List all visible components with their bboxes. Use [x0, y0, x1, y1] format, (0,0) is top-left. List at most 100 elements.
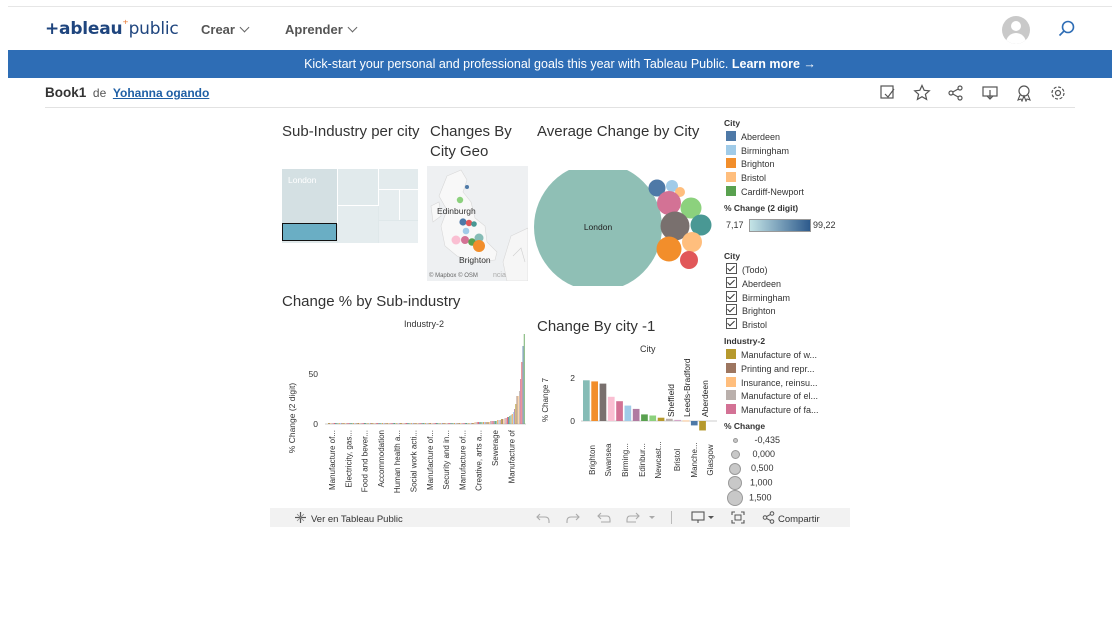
subindustry-bar[interactable] — [487, 422, 489, 424]
subindustry-bar[interactable] — [336, 423, 338, 424]
subindustry-bar[interactable] — [349, 423, 351, 424]
subindustry-bar[interactable] — [514, 409, 516, 424]
subindustry-bar[interactable] — [362, 423, 364, 424]
avatar[interactable] — [1002, 16, 1030, 44]
subindustry-bar[interactable] — [427, 423, 429, 424]
legend-industry-item[interactable]: Printing and repr... — [726, 362, 815, 375]
subindustry-bar[interactable] — [383, 423, 385, 424]
subindustry-bar[interactable] — [430, 423, 431, 424]
subindustry-bar[interactable] — [382, 423, 383, 424]
city-bar[interactable] — [599, 383, 607, 421]
device-preview-icon[interactable] — [691, 511, 715, 524]
city-bar[interactable] — [699, 421, 706, 431]
subindustry-bar[interactable] — [358, 423, 359, 424]
subindustry-bar[interactable] — [439, 423, 441, 424]
subindustry-bar[interactable] — [523, 334, 525, 424]
edit-copy-icon[interactable] — [879, 84, 897, 102]
subindustry-bar[interactable] — [332, 423, 334, 424]
checkbox-checked-icon[interactable] — [726, 276, 737, 288]
checkbox-checked-icon[interactable] — [726, 304, 737, 316]
subindustry-bar[interactable] — [492, 421, 494, 424]
legend-city-item[interactable]: Bristol — [726, 172, 766, 184]
subindustry-bar[interactable] — [445, 423, 447, 424]
subindustry-bar[interactable] — [391, 423, 393, 424]
subindustry-bar[interactable] — [410, 423, 412, 424]
subindustry-bar[interactable] — [370, 423, 371, 424]
subindustry-bar[interactable] — [493, 421, 495, 424]
refresh-icon[interactable] — [626, 511, 640, 524]
subindustry-bar[interactable] — [432, 423, 434, 424]
subindustry-bar[interactable] — [397, 423, 399, 424]
subindustry-bar[interactable] — [440, 423, 442, 424]
subindustry-bar[interactable] — [328, 423, 329, 424]
undo-icon[interactable] — [536, 511, 550, 524]
subindustry-bar[interactable] — [334, 423, 335, 424]
subindustry-bar[interactable] — [356, 423, 358, 424]
subindustry-bar[interactable] — [402, 423, 404, 424]
subindustry-bar[interactable] — [494, 421, 496, 424]
subindustry-bar[interactable] — [414, 423, 416, 424]
city-bar[interactable] — [690, 421, 698, 426]
subindustry-bar[interactable] — [376, 423, 377, 424]
subindustry-bar[interactable] — [485, 422, 487, 424]
subindustry-bar[interactable] — [348, 423, 350, 424]
subindustry-bar[interactable] — [403, 423, 405, 424]
subindustry-bar[interactable] — [389, 423, 391, 424]
subindustry-bar[interactable] — [455, 423, 457, 424]
subindustry-bar[interactable] — [365, 423, 367, 424]
subindustry-bar[interactable] — [468, 423, 470, 424]
subindustry-bar[interactable] — [511, 414, 513, 424]
legend-industry-item[interactable]: Manufacture of fa... — [726, 404, 819, 416]
city-bar[interactable] — [624, 405, 632, 421]
nav-crear[interactable]: Crear — [201, 22, 250, 37]
legend-city-item[interactable]: Aberdeen — [726, 131, 780, 143]
filter-city-option[interactable]: (Todo) — [726, 263, 768, 275]
subindustry-bar[interactable] — [462, 423, 464, 424]
city-geo-map[interactable]: Edinburgh Brighton © Mapbox © OSM ncia — [427, 166, 528, 281]
subindustry-bar[interactable] — [478, 422, 479, 424]
subindustry-bar[interactable] — [392, 423, 394, 424]
subindustry-bar[interactable] — [484, 422, 485, 424]
download-icon[interactable] — [981, 84, 999, 102]
subindustry-bar[interactable] — [473, 423, 475, 424]
subindustry-bar[interactable] — [464, 423, 466, 424]
subindustry-bar[interactable] — [346, 423, 347, 424]
subindustry-bar[interactable] — [413, 423, 415, 424]
subindustry-bar[interactable] — [456, 423, 458, 424]
subindustry-bar[interactable] — [401, 423, 403, 424]
subindustry-bar[interactable] — [444, 423, 446, 424]
subindustry-bar[interactable] — [475, 422, 477, 424]
subindustry-bar[interactable] — [490, 421, 491, 424]
subindustry-bar[interactable] — [505, 418, 507, 424]
subindustry-bar[interactable] — [463, 423, 465, 424]
subindustry-bar[interactable] — [458, 423, 460, 424]
subindustry-bar[interactable] — [367, 423, 369, 424]
filter-city-option[interactable]: Brighton — [726, 304, 776, 316]
treemap-selected-cell[interactable] — [282, 223, 337, 241]
subindustry-bar[interactable] — [498, 420, 500, 424]
book-author-link[interactable]: Yohanna ogando — [112, 86, 210, 100]
chevron-down-icon[interactable] — [648, 515, 656, 521]
subindustry-bar[interactable] — [467, 423, 469, 424]
subindustry-bar[interactable] — [426, 423, 428, 424]
sub-industry-treemap[interactable]: London — [282, 169, 418, 243]
subindustry-bar[interactable] — [461, 423, 463, 424]
subindustry-bar[interactable] — [355, 423, 357, 424]
city-bar[interactable] — [666, 418, 673, 421]
subindustry-bar[interactable] — [342, 423, 344, 424]
subindustry-bar-chart[interactable]: % Change (2 digit) 50 0 Manufacture of..… — [282, 330, 528, 500]
subindustry-bar[interactable] — [361, 423, 363, 424]
subindustry-bar[interactable] — [460, 423, 461, 424]
banner-learn-more-link[interactable]: Learn more → — [731, 57, 816, 71]
subindustry-bar[interactable] — [518, 391, 520, 424]
filter-city-option[interactable]: Birmingham — [726, 290, 790, 303]
legend-city-item[interactable]: Birmingham — [726, 144, 789, 157]
subindustry-bar[interactable] — [522, 346, 524, 424]
subindustry-bar[interactable] — [329, 423, 331, 424]
subindustry-bar[interactable] — [398, 423, 400, 424]
subindustry-bar[interactable] — [451, 423, 453, 424]
subindustry-bar[interactable] — [449, 423, 451, 424]
city-bar[interactable] — [632, 408, 640, 421]
subindustry-bar[interactable] — [390, 423, 392, 424]
subindustry-bar[interactable] — [502, 419, 504, 424]
